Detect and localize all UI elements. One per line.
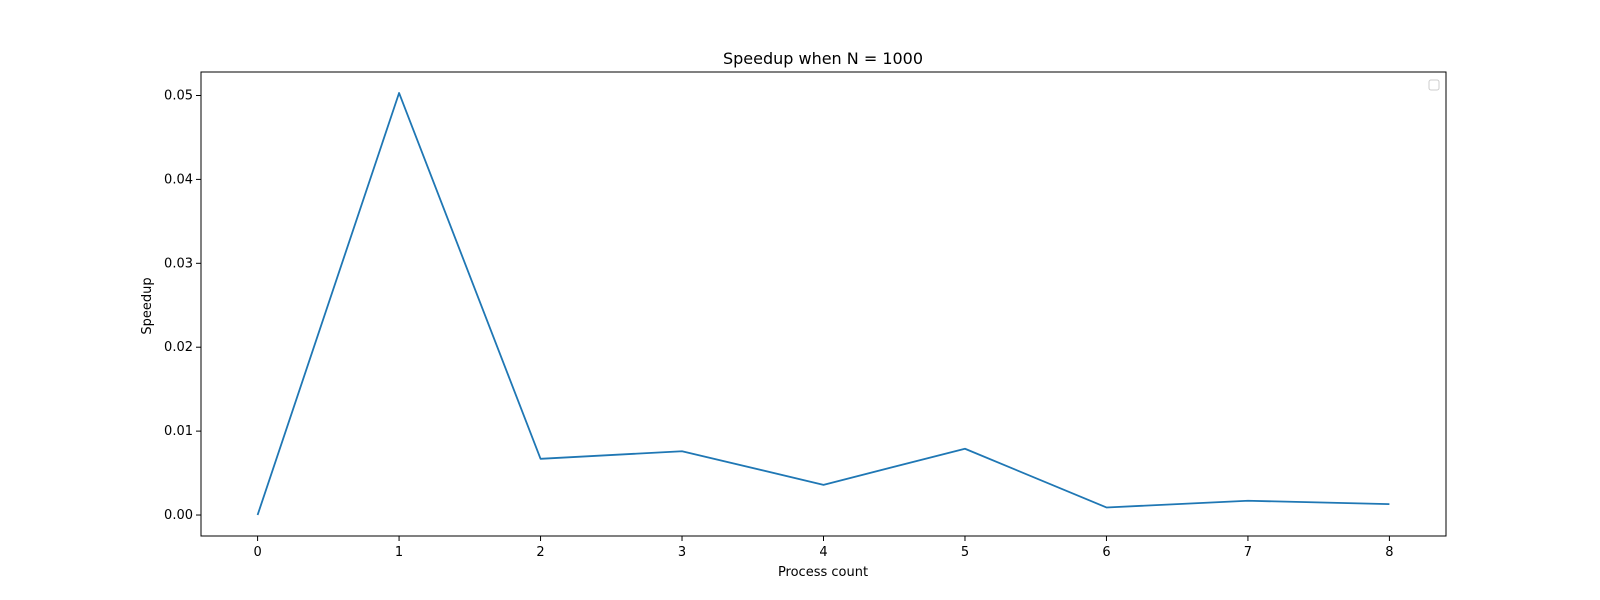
y-tick-label: 0.03: [164, 256, 193, 271]
y-axis: 0.00 0.01 0.02 0.03 0.04 0.05: [164, 88, 201, 523]
x-tick-label: 4: [819, 545, 827, 560]
chart-title: Speedup when N = 1000: [723, 49, 923, 68]
x-tick-label: 1: [395, 545, 403, 560]
y-tick-label: 0.00: [164, 508, 193, 523]
speedup-series-line: [256, 92, 1390, 516]
x-axis: 0 1 2 3 4 5 6 7 8: [253, 536, 1394, 560]
x-tick-label: 0: [253, 545, 261, 560]
y-tick-label: 0.02: [164, 340, 193, 355]
x-tick-label: 7: [1244, 545, 1252, 560]
x-tick-label: 2: [536, 545, 544, 560]
legend-box: [1428, 79, 1440, 91]
y-axis-label: Speedup: [140, 277, 155, 334]
x-tick-label: 3: [678, 545, 686, 560]
x-tick-label: 5: [961, 545, 969, 560]
y-tick-label: 0.04: [164, 172, 193, 187]
plot-area: [200, 71, 1447, 537]
y-tick-label: 0.05: [164, 88, 193, 103]
x-axis-label: Process count: [778, 565, 868, 580]
x-tick-label: 6: [1102, 545, 1110, 560]
series-layer: [256, 92, 1390, 516]
y-tick-label: 0.01: [164, 424, 193, 439]
x-tick-label: 8: [1385, 545, 1393, 560]
